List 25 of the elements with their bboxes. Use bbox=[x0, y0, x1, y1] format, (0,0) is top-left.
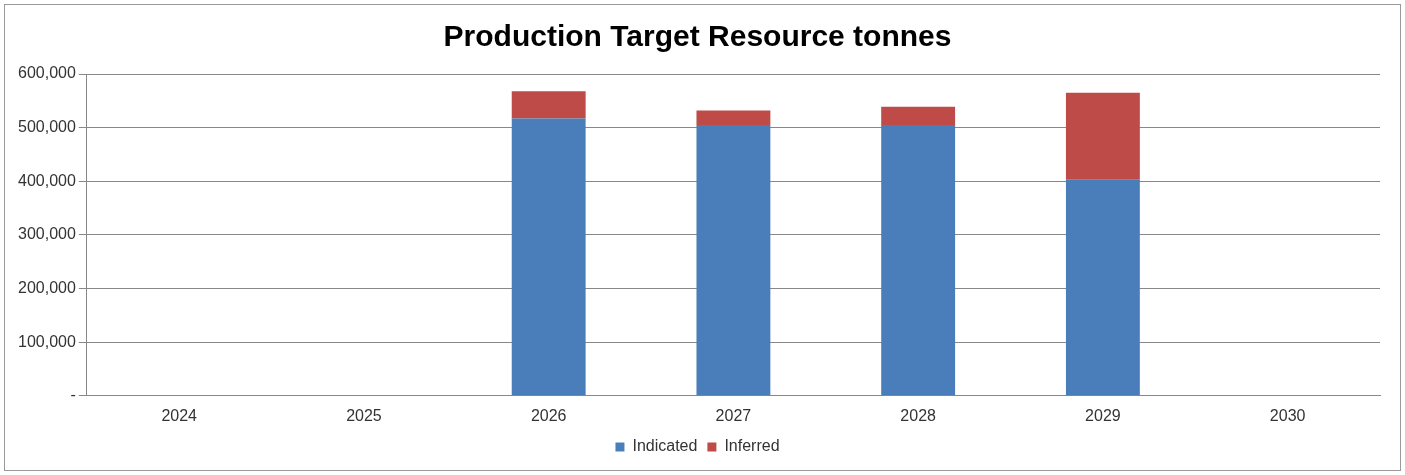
bar bbox=[1065, 92, 1140, 180]
x-tick-label: 2027 bbox=[715, 406, 752, 424]
bar bbox=[511, 91, 586, 119]
y-tick-label: 200,000 bbox=[17, 278, 76, 296]
y-tick-label: 600,000 bbox=[17, 64, 76, 82]
y-tick-label: 300,000 bbox=[17, 225, 76, 243]
y-tick-label: 500,000 bbox=[17, 118, 76, 136]
bar bbox=[696, 124, 771, 396]
legend-label: Indicated bbox=[632, 437, 698, 455]
x-tick-label: 2030 bbox=[1269, 406, 1306, 424]
x-tick-label: 2028 bbox=[900, 406, 937, 424]
bar bbox=[511, 118, 586, 396]
bar bbox=[881, 124, 956, 396]
x-tick-label: 2029 bbox=[1085, 406, 1121, 424]
y-tick-label: - bbox=[70, 386, 76, 404]
bar bbox=[696, 110, 771, 125]
y-tick-label: 400,000 bbox=[17, 171, 76, 189]
x-tick-label: 2026 bbox=[530, 406, 567, 424]
bar bbox=[881, 106, 956, 125]
x-tick-label: 2024 bbox=[161, 406, 198, 424]
chart-title: Production Target Resource tonnes bbox=[443, 19, 952, 53]
bar bbox=[1065, 179, 1140, 396]
x-tick-label: 2025 bbox=[346, 406, 382, 424]
y-tick-label: 100,000 bbox=[17, 332, 76, 350]
legend-label: Inferred bbox=[724, 437, 780, 455]
